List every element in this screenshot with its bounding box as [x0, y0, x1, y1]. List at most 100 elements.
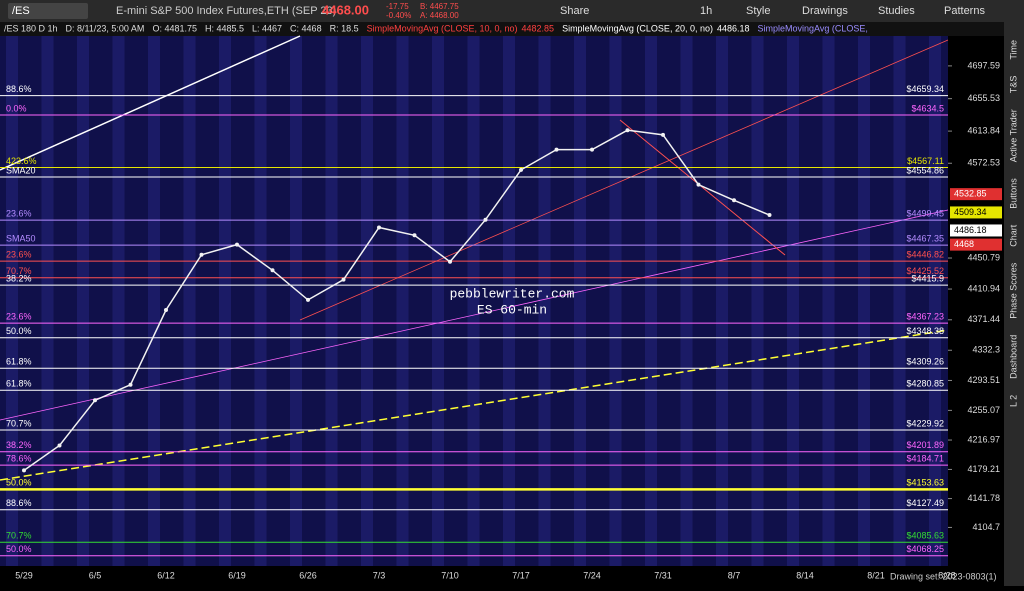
level-left-label: 38.2%: [6, 274, 32, 284]
info-item: D: 8/11/23, 5:00 AM: [66, 23, 145, 33]
price-tag-label: 4509.34: [954, 207, 987, 217]
sidebar-tab[interactable]: Active Trader: [1008, 109, 1018, 162]
price-tag: [950, 224, 1002, 237]
level-price-label: $4659.34: [906, 84, 944, 94]
plot-area: [0, 36, 948, 566]
level-price-label: $4184.71: [906, 454, 944, 464]
symbol-box[interactable]: [8, 3, 88, 19]
x-tick-label: 8/28: [938, 570, 956, 580]
drawing-set: Drawing set: 2023-0803(1): [890, 571, 997, 581]
level-left-label: 50.0%: [6, 544, 32, 554]
study-label: SimpleMovingAvg (CLOSE,: [758, 23, 868, 33]
price-point: [235, 242, 239, 247]
sidebar-tab[interactable]: Buttons: [1008, 178, 1018, 209]
y-tick-label: 4697.59: [967, 60, 1000, 70]
y-tick-label: 4104.7: [972, 522, 1000, 532]
patterns-button[interactable]: Patterns: [944, 5, 985, 17]
level-left-label: 88.6%: [6, 498, 32, 508]
level-price-label: $4415.9: [911, 274, 944, 284]
level-left-label: 78.6%: [6, 454, 32, 464]
drawings-button[interactable]: Drawings: [802, 5, 848, 17]
y-tick-label: 4141.78: [967, 493, 1000, 503]
y-tick-label: 4179.21: [967, 464, 1000, 474]
level-left-label: 50.0%: [6, 326, 32, 336]
x-tick-label: 8/21: [867, 570, 885, 580]
ask: A: 4468.00: [420, 11, 459, 20]
x-tick-label: 6/26: [299, 570, 317, 580]
price-point: [164, 308, 168, 313]
level-left-label: 23.6%: [6, 209, 32, 219]
level-price-label: $4499.45: [906, 209, 944, 219]
level-price-label: $4367.23: [906, 311, 944, 321]
sidebar-tab[interactable]: Phase Scores: [1008, 262, 1018, 319]
y-tick-label: 4572.53: [967, 158, 1000, 168]
price-point: [483, 217, 488, 222]
level-price-label: $4280.85: [906, 379, 944, 389]
sidebar-tab[interactable]: Chart: [1008, 224, 1018, 247]
symbol: /ES: [12, 5, 30, 17]
level-price-label: $4567.11: [907, 156, 944, 166]
price-point: [270, 268, 275, 273]
price-line: [23, 129, 770, 471]
level-left-label: 88.6%: [6, 84, 32, 94]
price-tag-label: 4468: [954, 239, 974, 249]
timeframe-button[interactable]: 1h: [700, 5, 712, 17]
price-axis: [948, 36, 1004, 566]
level-left-label: SMA20: [6, 165, 36, 175]
study-label: SimpleMovingAvg (CLOSE, 20, 0, no): [562, 23, 713, 33]
studies-button[interactable]: Studies: [878, 5, 915, 17]
study-value: 4482.85: [522, 23, 555, 33]
bid: B: 4467.75: [420, 2, 459, 11]
trend-line: [0, 329, 949, 481]
level-left-label: 61.8%: [6, 379, 32, 389]
price-point: [199, 252, 204, 257]
study-value: 4486.18: [717, 23, 750, 33]
x-tick-label: 7/24: [583, 570, 601, 580]
share-button[interactable]: Share: [560, 5, 589, 17]
sidebar-tab[interactable]: Dashboard: [1008, 335, 1018, 379]
sidebar-tab[interactable]: Time: [1008, 40, 1018, 60]
price-point: [661, 132, 665, 137]
x-tick-label: 6/5: [89, 570, 102, 580]
watermark: pebblewriter.com: [450, 286, 575, 301]
level-left-label: 423.6%: [6, 156, 37, 166]
style-button[interactable]: Style: [746, 5, 770, 17]
price-point: [732, 198, 736, 203]
y-tick-label: 4410.94: [967, 283, 1000, 293]
info-item: H: 4485.5: [205, 23, 244, 33]
level-left-label: 61.8%: [6, 357, 32, 367]
info-item: /ES 180 D 1h: [4, 23, 58, 33]
level-price-label: $4229.92: [906, 418, 944, 428]
level-price-label: $4309.26: [906, 357, 944, 367]
y-tick-label: 4450.79: [967, 252, 1000, 262]
price-tag-label: 4486.18: [954, 225, 987, 235]
info-item: L: 4467: [252, 23, 282, 33]
sidebar-tab[interactable]: L 2: [1008, 395, 1018, 407]
sidebar-tab[interactable]: T&S: [1008, 76, 1018, 94]
x-tick-label: 7/17: [512, 570, 530, 580]
price-point: [341, 277, 346, 282]
y-tick-label: 4655.53: [967, 93, 1000, 103]
level-price-label: $4554.86: [906, 165, 944, 175]
price-tag-label: 4532.85: [954, 189, 987, 199]
trend-line: [619, 119, 786, 256]
price-tag: [950, 238, 1002, 251]
y-tick-label: 4332.3: [972, 345, 1000, 355]
last-price: 4468.00: [322, 2, 369, 17]
x-tick-label: 5/29: [15, 570, 33, 580]
price-point: [767, 213, 772, 218]
date-axis: [0, 566, 1004, 586]
price-point: [93, 398, 97, 403]
info-item: C: 4468: [290, 23, 322, 33]
x-tick-label: 7/10: [441, 570, 459, 580]
price-point: [519, 167, 523, 172]
info-item: R: 18.5: [330, 23, 359, 33]
level-left-label: SMA50: [6, 234, 36, 244]
level-price-label: $4201.89: [906, 440, 944, 450]
price-point: [554, 147, 559, 152]
level-price-label: $4068.25: [906, 544, 944, 554]
level-left-label: 0.0%: [6, 103, 27, 113]
price-point: [590, 147, 594, 152]
